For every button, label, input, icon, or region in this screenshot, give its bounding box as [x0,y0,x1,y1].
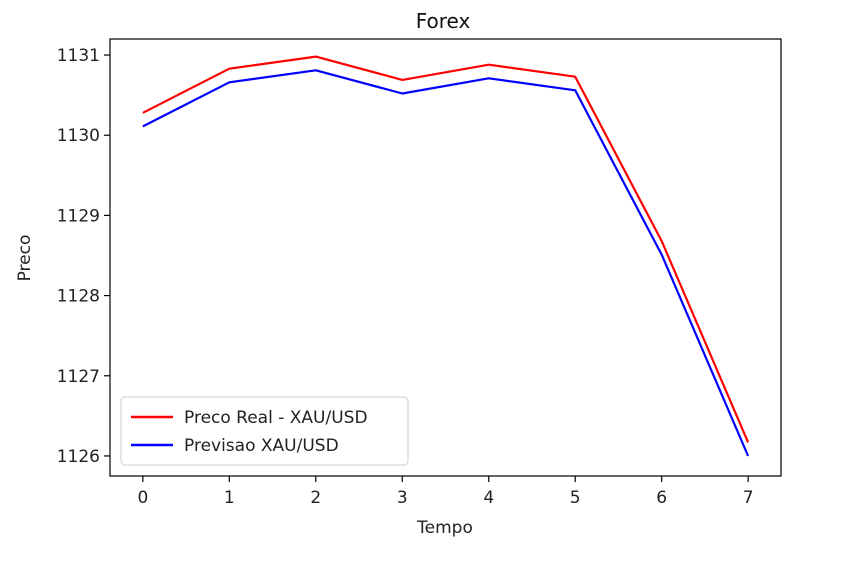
x-axis-label: Tempo [416,518,473,538]
y-tick-label: 1131 [57,46,100,66]
y-axis-label: Preco [15,235,35,282]
legend-label-2: Previsao XAU/USD [184,436,339,456]
x-tick-label: 7 [743,488,754,508]
x-tick-label: 0 [137,488,148,508]
plot-frame [109,38,782,477]
y-tick-label: 1128 [57,287,100,307]
y-tick-label: 1127 [57,367,100,387]
x-tick-label: 3 [397,488,408,508]
x-tick-label: 2 [310,488,321,508]
plot-area: 0 1 2 3 4 5 6 7 1126 1127 1128 1129 1130 1131 Preco Re… [57,38,782,508]
x-tick-label: 4 [483,488,494,508]
legend-label-1: Preco Real - XAU/USD [184,408,368,428]
legend-box [120,396,409,466]
x-tick-label: 1 [224,488,235,508]
y-tick-label: 1129 [57,206,100,226]
chart-title: Forex [416,9,471,33]
x-tick-label: 6 [656,488,667,508]
series-line-2 [142,69,750,457]
x-tick-label: 5 [570,488,581,508]
series-line-1 [142,55,750,443]
y-tick-label: 1130 [57,126,100,146]
y-tick-label: 1126 [57,447,100,467]
